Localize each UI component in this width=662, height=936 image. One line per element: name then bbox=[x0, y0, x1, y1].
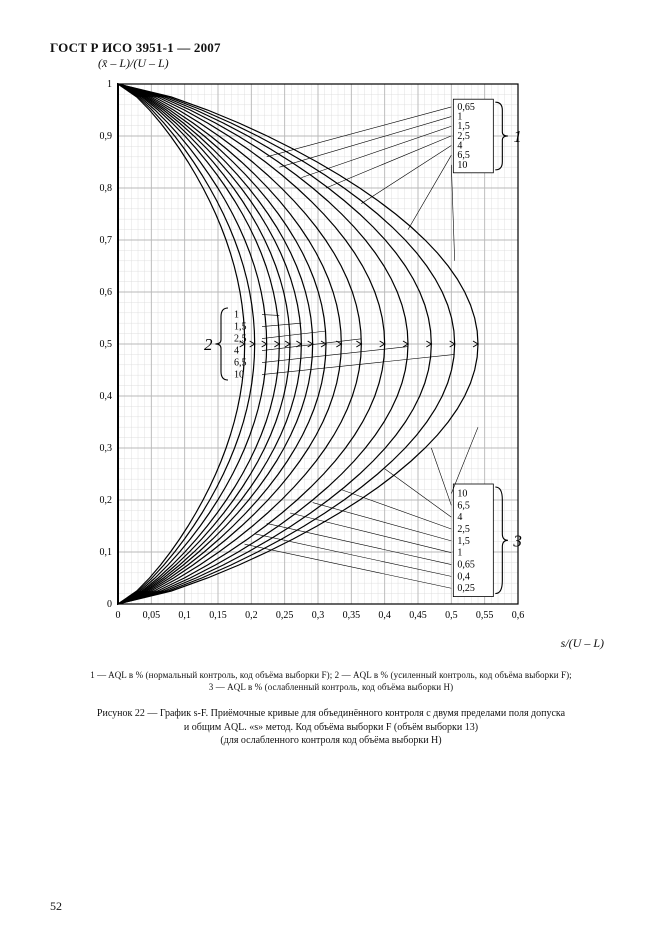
svg-text:10: 10 bbox=[457, 488, 467, 499]
svg-text:0,2: 0,2 bbox=[100, 495, 113, 506]
svg-text:0,45: 0,45 bbox=[409, 610, 427, 621]
svg-text:0,9: 0,9 bbox=[100, 131, 113, 142]
svg-text:0,35: 0,35 bbox=[343, 610, 361, 621]
svg-text:1,5: 1,5 bbox=[457, 536, 470, 547]
svg-text:4: 4 bbox=[457, 512, 462, 523]
svg-text:10: 10 bbox=[234, 370, 244, 381]
svg-text:2: 2 bbox=[204, 335, 213, 354]
svg-text:0,6: 0,6 bbox=[100, 287, 113, 298]
page-number: 52 bbox=[50, 899, 62, 914]
svg-text:1: 1 bbox=[457, 548, 462, 559]
svg-text:0,5: 0,5 bbox=[100, 339, 113, 350]
svg-text:1: 1 bbox=[513, 127, 522, 146]
svg-text:0,4: 0,4 bbox=[100, 391, 113, 402]
svg-text:6,5: 6,5 bbox=[234, 358, 247, 369]
figure-line-2: и общим AQL. «s» метод. Код объёма выбор… bbox=[184, 722, 478, 733]
document-page: ГОСТ Р ИСО 3951-1 — 2007 (x̄ – L)/(U – L… bbox=[0, 0, 662, 936]
svg-text:0: 0 bbox=[116, 610, 121, 621]
svg-text:0,1: 0,1 bbox=[178, 610, 191, 621]
svg-text:2,5: 2,5 bbox=[234, 334, 247, 345]
svg-text:0: 0 bbox=[107, 599, 112, 610]
svg-text:0,6: 0,6 bbox=[512, 610, 525, 621]
x-axis-label: s/(U – L) bbox=[70, 636, 612, 651]
svg-text:4: 4 bbox=[234, 346, 239, 357]
svg-text:1: 1 bbox=[107, 79, 112, 90]
svg-text:0,05: 0,05 bbox=[143, 610, 161, 621]
svg-text:0,5: 0,5 bbox=[445, 610, 458, 621]
y-axis-label: (x̄ – L)/(U – L) bbox=[98, 56, 169, 71]
svg-text:0,7: 0,7 bbox=[100, 235, 113, 246]
figure-caption: Рисунок 22 — График s-F. Приёмочные крив… bbox=[50, 707, 612, 748]
svg-text:0,4: 0,4 bbox=[457, 571, 470, 582]
svg-text:0,2: 0,2 bbox=[245, 610, 257, 621]
svg-text:2,5: 2,5 bbox=[457, 524, 470, 535]
svg-text:0,3: 0,3 bbox=[312, 610, 325, 621]
svg-text:10: 10 bbox=[457, 160, 467, 171]
legend-line-1: 1 — AQL в % (нормальный контроль, код об… bbox=[90, 670, 572, 680]
svg-text:0,8: 0,8 bbox=[100, 183, 113, 194]
figure-line-1: Рисунок 22 — График s-F. Приёмочные крив… bbox=[97, 708, 565, 719]
svg-text:0,1: 0,1 bbox=[100, 547, 113, 558]
svg-text:1: 1 bbox=[234, 310, 239, 321]
acceptance-chart: 00,10,20,30,40,50,60,70,80,9100,050,10,1… bbox=[70, 74, 590, 634]
legend-caption: 1 — AQL в % (нормальный контроль, код об… bbox=[50, 669, 612, 693]
svg-text:3: 3 bbox=[512, 531, 522, 550]
legend-line-2: 3 — AQL в % (ослабленный контроль, код о… bbox=[209, 682, 453, 692]
svg-text:0,65: 0,65 bbox=[457, 560, 475, 571]
figure-line-3: (для ослабленного контроля код объёма вы… bbox=[220, 735, 441, 746]
svg-text:0,3: 0,3 bbox=[100, 443, 113, 454]
svg-text:6,5: 6,5 bbox=[457, 500, 470, 511]
svg-text:0,55: 0,55 bbox=[476, 610, 494, 621]
svg-text:0,15: 0,15 bbox=[209, 610, 227, 621]
svg-text:0,4: 0,4 bbox=[378, 610, 391, 621]
svg-text:0,25: 0,25 bbox=[457, 583, 475, 594]
svg-text:0,25: 0,25 bbox=[276, 610, 294, 621]
chart-container: (x̄ – L)/(U – L) 00,10,20,30,40,50,60,70… bbox=[70, 74, 612, 651]
document-header: ГОСТ Р ИСО 3951-1 — 2007 bbox=[50, 40, 612, 56]
svg-text:1,5: 1,5 bbox=[234, 322, 247, 333]
